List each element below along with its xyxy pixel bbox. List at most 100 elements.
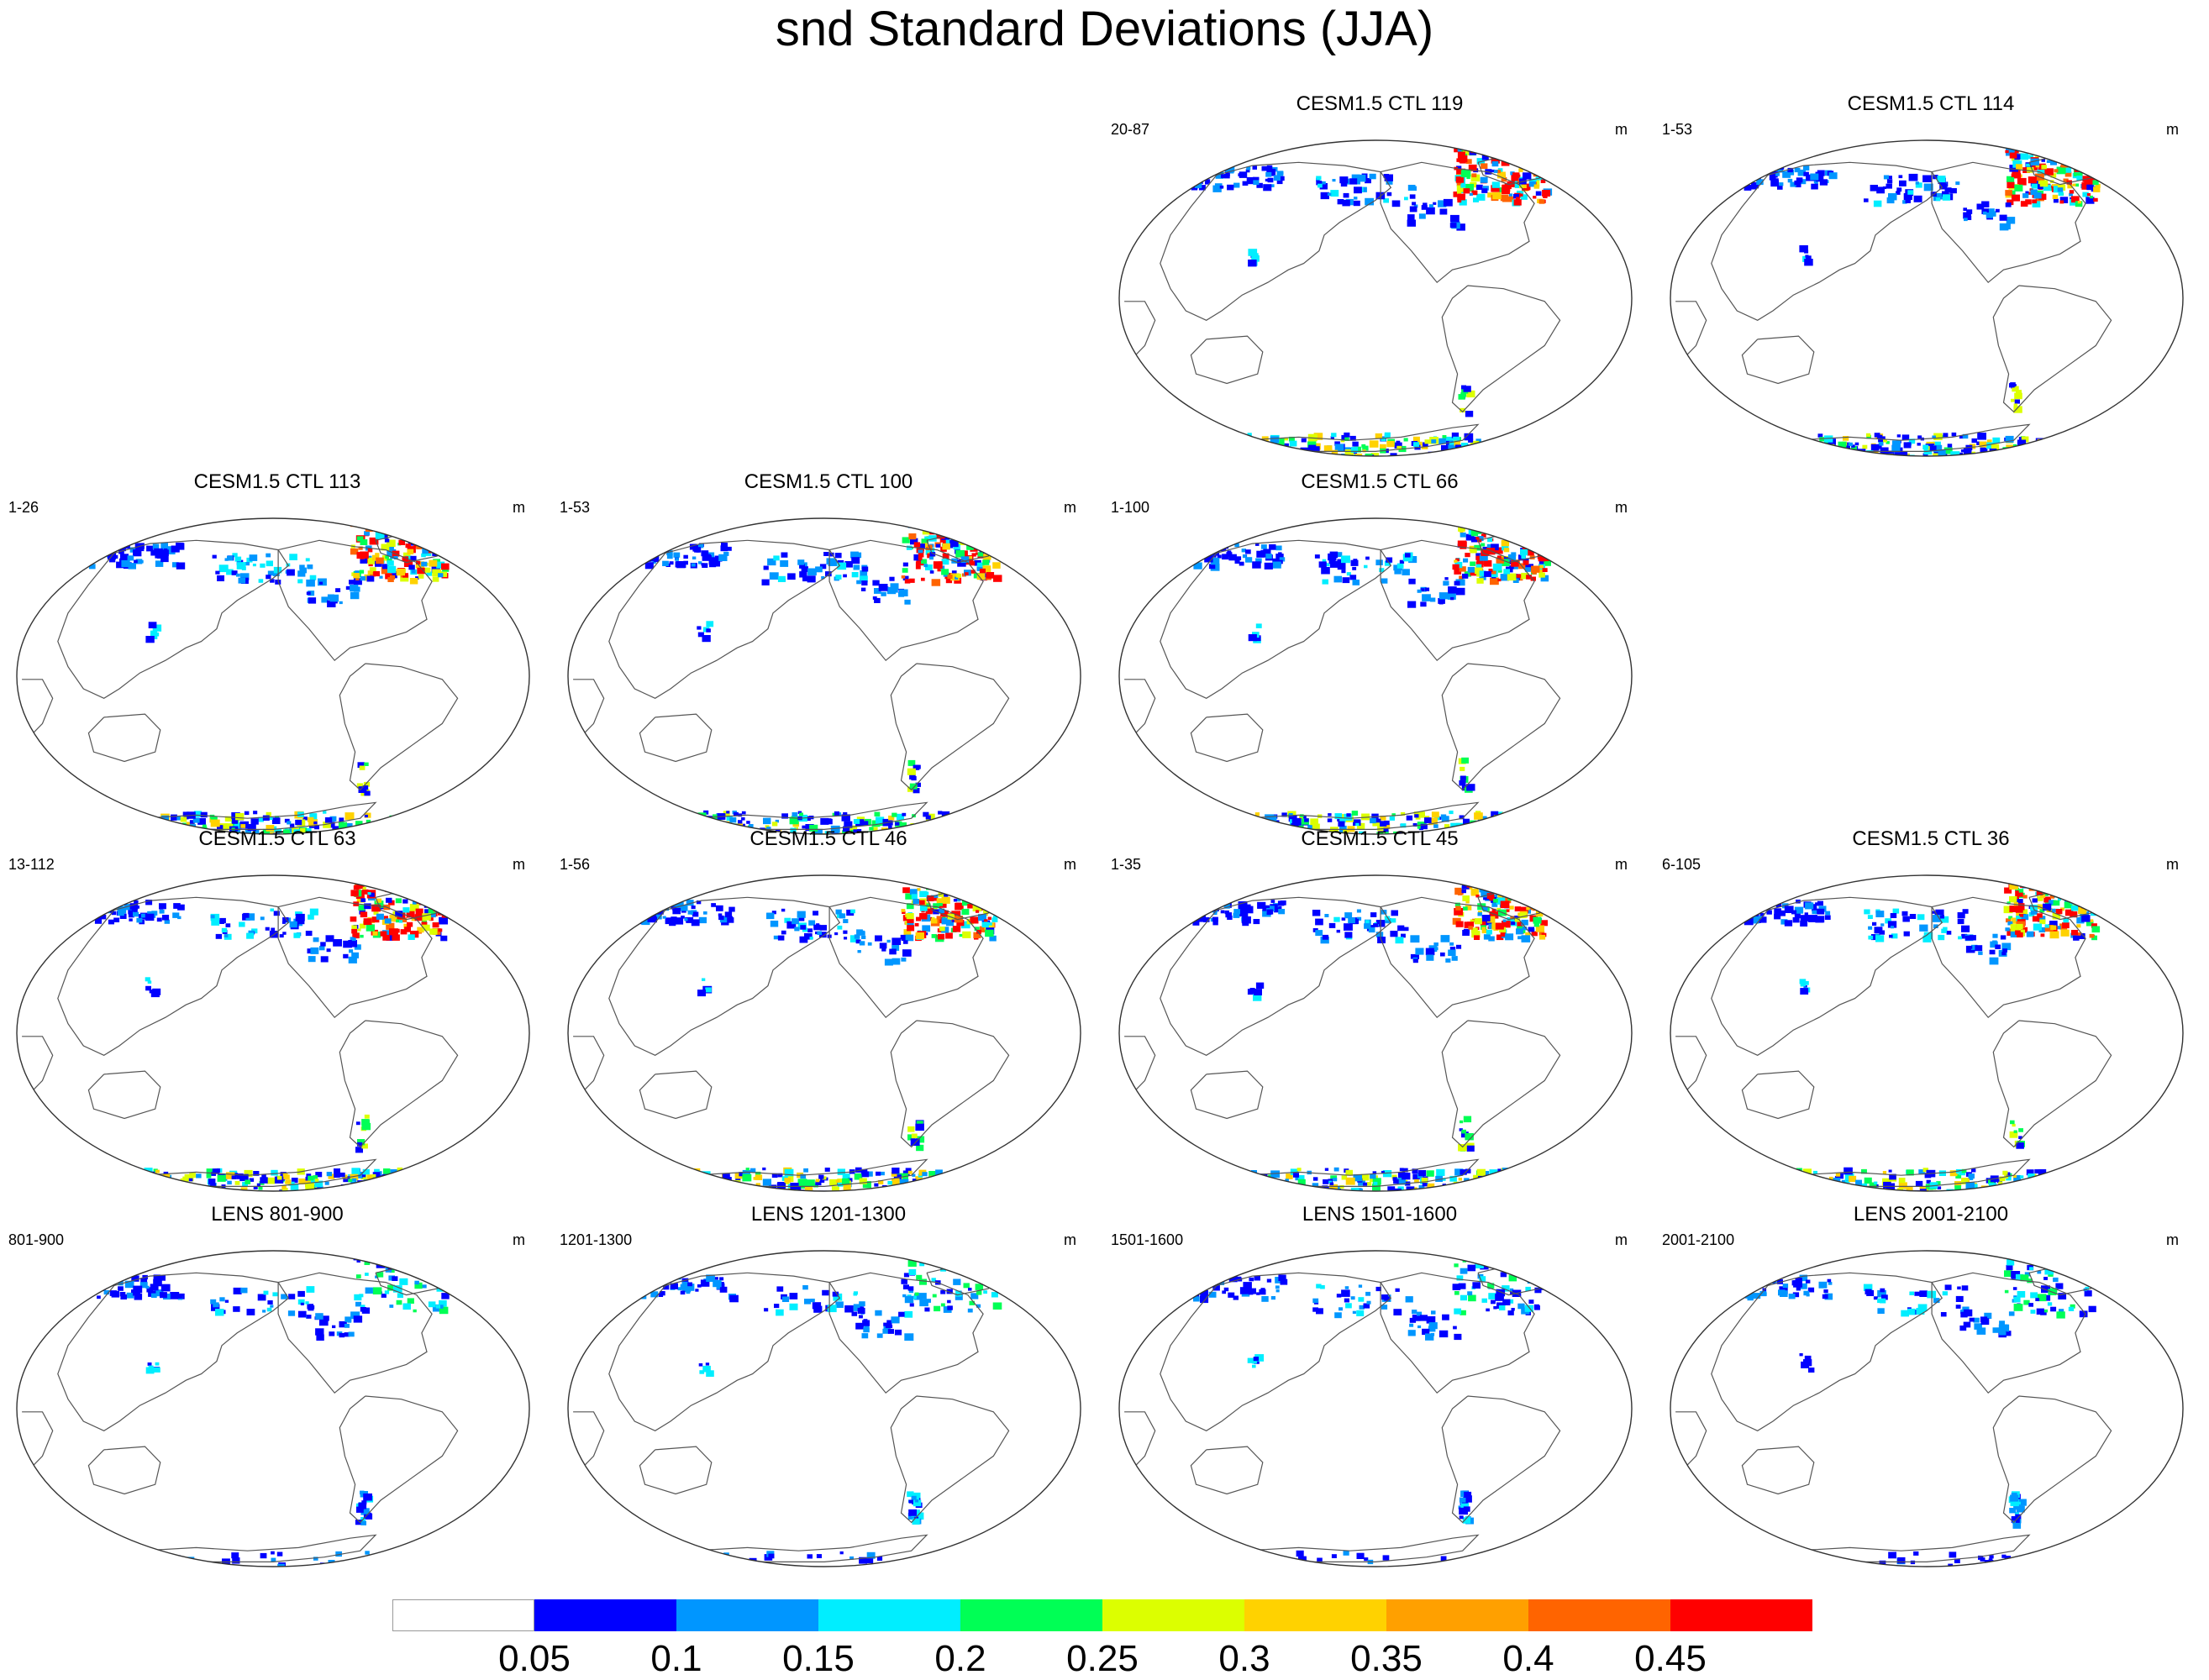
shaded-cell [1850,460,1857,465]
shaded-cell [816,1179,820,1183]
shaded-cell [321,956,329,962]
shaded-cell [972,1177,981,1184]
shaded-cell [1211,1184,1215,1188]
shaded-cell [108,903,113,908]
shaded-cell [1522,160,1527,164]
shaded-cell [692,919,700,926]
shaded-cell [2090,196,2093,198]
shaded-cell [1449,811,1453,814]
shaded-cell [965,572,969,575]
shaded-cell [1532,537,1537,540]
shaded-cell [639,814,647,821]
shaded-cell [1513,1178,1519,1183]
shaded-cell [1190,1186,1196,1190]
shaded-cell [1221,911,1225,914]
shaded-cell [2090,934,2095,938]
shaded-cell [236,1194,240,1198]
shaded-cell [1775,448,1782,453]
shaded-cell [1488,937,1495,942]
shaded-cell [405,890,411,894]
shaded-cell [702,635,711,642]
shaded-cell [2058,890,2062,893]
shaded-cell [2019,458,2028,465]
shaded-cell [1964,218,1968,221]
shaded-cell [774,936,779,940]
shaded-cell [1318,184,1323,188]
shaded-cell [1218,448,1225,453]
shaded-cell [1349,178,1357,184]
shaded-cell [1425,588,1429,591]
shaded-cell [728,916,733,920]
shaded-cell [1311,454,1318,459]
shaded-cell [1499,521,1507,527]
shaded-cell [771,921,778,927]
shaded-cell [2054,169,2058,172]
shaded-cell [1969,946,1972,949]
shaded-cell [1849,443,1853,446]
shaded-cell [1530,154,1536,159]
shaded-cell [1459,1178,1462,1181]
shaded-cell [742,1194,749,1200]
shaded-cell [1864,198,1869,202]
shaded-cell [1476,578,1483,584]
shaded-cell [1292,818,1302,826]
shaded-cell [326,935,334,942]
shaded-cell [2007,217,2016,223]
shaded-cell [360,766,366,770]
shaded-cell [964,1192,970,1197]
shaded-cell [1793,444,1800,449]
shaded-cell [259,1187,263,1190]
shaded-cell [641,821,646,825]
shaded-cell [434,539,437,542]
shaded-cell [426,1189,429,1192]
shaded-cell [1251,457,1258,463]
shaded-cell [155,633,160,637]
shaded-cell [936,544,940,548]
shaded-cell [1193,563,1202,570]
shaded-cell [1771,433,1779,439]
shaded-cell [434,527,440,531]
shaded-cell [1522,891,1525,894]
shaded-cell [697,818,701,822]
shaded-cell [817,932,822,936]
shaded-cell [1477,447,1484,452]
shaded-cell [955,811,963,817]
shaded-cell [856,580,861,585]
shaded-cell [852,572,859,577]
shaded-cell [1792,444,1796,446]
shaded-cell [665,1178,674,1184]
shaded-cell [1346,1178,1355,1185]
shaded-cell [402,1184,406,1187]
shaded-cell [1475,918,1482,924]
shaded-cell [2083,144,2087,148]
shaded-cell [990,528,997,533]
shaded-cell [919,900,925,905]
shaded-cell [962,815,969,821]
shaded-cell [1456,945,1461,949]
shaded-cell [964,1173,972,1179]
shaded-cell [310,948,318,954]
shaded-cell [108,899,111,901]
shaded-cell [434,545,439,549]
shaded-cell [354,586,360,591]
shaded-cell [1502,525,1510,532]
shaded-cell [1907,190,1913,195]
shaded-cell [181,817,187,822]
shaded-cell [1226,433,1230,437]
shaded-cell [2027,932,2034,937]
shaded-cell [1443,435,1447,438]
shaded-cell [1330,190,1339,197]
shaded-cell [2061,930,2070,937]
shaded-cell [1331,433,1336,437]
shaded-cell [843,1194,849,1199]
shaded-cell [310,909,318,916]
shaded-cell [422,885,426,889]
shaded-cell [715,1194,723,1200]
shaded-cell [1406,459,1411,464]
shaded-cell [708,819,713,823]
shaded-cell [2088,893,2095,898]
shaded-cell [638,1171,645,1177]
shaded-cell [91,1187,100,1194]
shaded-cell [2087,893,2093,898]
shaded-cell [639,1189,643,1193]
